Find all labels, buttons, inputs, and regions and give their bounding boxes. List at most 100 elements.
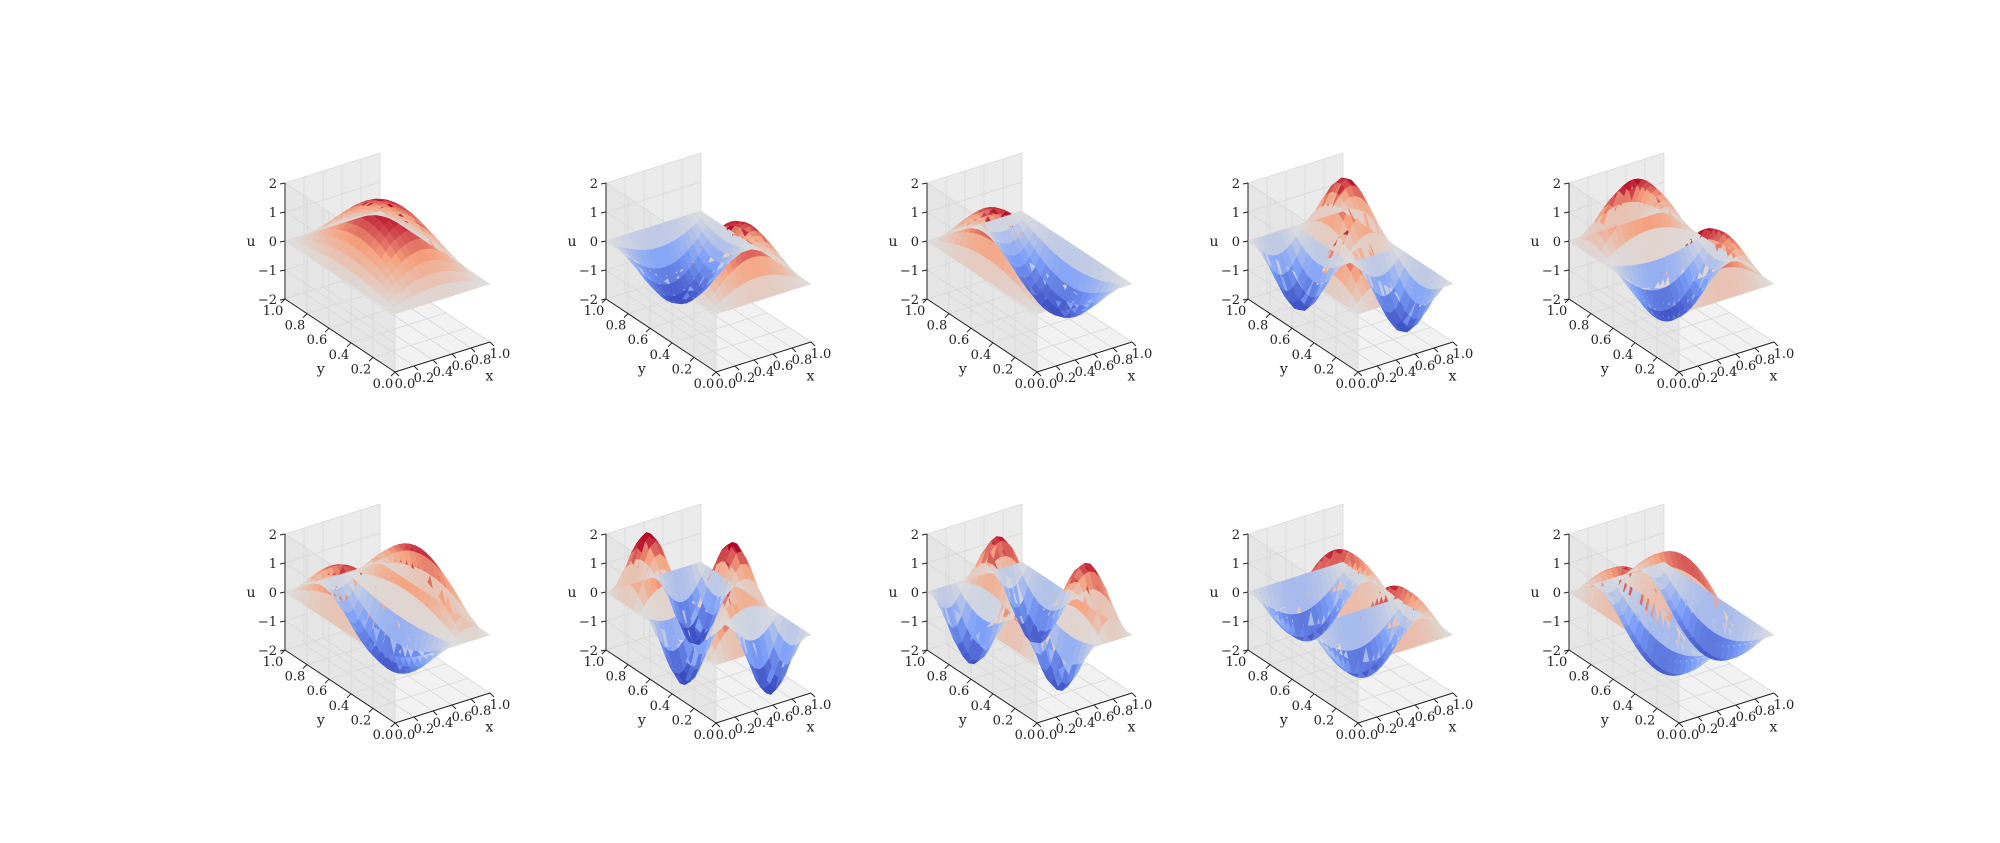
surface-plot: 0.00.20.40.60.81.00.00.20.40.60.81.0−2−1… [246, 503, 510, 743]
x-axis-label: x [806, 719, 814, 735]
y-axis-label: y [1600, 361, 1609, 377]
surface-plot: 0.00.20.40.60.81.00.00.20.40.60.81.0−2−1… [246, 152, 510, 392]
x-axis-label: x [1448, 368, 1456, 384]
y-axis-label: y [1600, 712, 1609, 728]
z-tick-mark [921, 269, 928, 272]
z-tick-mark [1563, 182, 1570, 185]
z-tick-label: 0 [269, 235, 277, 250]
x-tick-label: 0.4 [1717, 365, 1738, 380]
y-tick-mark [645, 327, 651, 333]
x-tick-label: 0.0 [1037, 728, 1058, 743]
grid-line [1568, 269, 1680, 344]
z-tick-mark [921, 591, 928, 594]
surface-facet [1442, 280, 1454, 288]
z-tick-label: 1 [911, 206, 919, 221]
grid-line [624, 292, 736, 367]
x-tick-mark [413, 716, 419, 722]
grid-line [1335, 678, 1432, 709]
z-tick-mark [1563, 269, 1570, 272]
grid-line [605, 181, 702, 213]
y-tick-mark [1032, 371, 1038, 377]
x-tick-label: 0.8 [1434, 704, 1455, 719]
y-tick-mark [346, 342, 352, 348]
surface-panel: 0.0 0.2 0.4 0.6 0.8 1.0 0.0 0.2 0.4 0.6 0.8 1.0 −2 −1… [837, 92, 1237, 492]
x-axis-label: x [485, 368, 493, 384]
z-tick-label: 2 [911, 528, 919, 543]
x-tick-label: 0.8 [1755, 353, 1776, 368]
z-tick-label: 2 [1232, 528, 1240, 543]
y-tick-mark [1586, 664, 1592, 669]
y-axis-line [284, 649, 396, 724]
grid-line [643, 286, 755, 361]
surface-panel: 0.0 0.2 0.4 0.6 0.8 1.0 0.0 0.2 0.4 0.6 0.8 1.0 −2 −1… [837, 443, 1237, 843]
z-tick-label: 1 [1232, 206, 1240, 221]
x-tick-mark [1678, 371, 1684, 377]
x-tick-label: 0.2 [1377, 722, 1398, 737]
x-tick-mark [715, 722, 721, 728]
grid-line [1568, 152, 1665, 184]
surface-panel: 0.0 0.2 0.4 0.6 0.8 1.0 0.0 0.2 0.4 0.6 0.8 1.0 −2 −1… [1479, 92, 1879, 492]
z-tick-label: −2 [1542, 644, 1561, 659]
z-tick-label: 1 [1553, 557, 1561, 572]
y-tick-mark [1287, 327, 1293, 333]
z-tick-mark [1242, 620, 1249, 623]
z-tick-mark [279, 591, 286, 594]
x-tick-mark [1754, 347, 1760, 353]
y-tick-label: 0.0 [1015, 377, 1036, 392]
z-tick-mark [600, 649, 607, 652]
grid-line [341, 280, 453, 355]
grid-line [983, 280, 1095, 355]
x-tick-mark [1716, 359, 1722, 365]
y-tick-label: 0.4 [650, 699, 671, 714]
surface-plot: 0.00.20.40.60.81.00.00.20.40.60.81.0−2−1… [567, 503, 831, 743]
z-tick-label: 2 [590, 528, 598, 543]
x-tick-label: 1.0 [1132, 698, 1153, 713]
x-tick-label: 0.2 [414, 722, 435, 737]
x-tick-label: 0.0 [716, 377, 737, 392]
y-tick-label: 0.4 [650, 348, 671, 363]
grid-line [1247, 152, 1344, 184]
z-tick-mark [1242, 649, 1249, 652]
surface-plot: 0.00.20.40.60.81.00.00.20.40.60.81.0−2−1… [567, 152, 831, 392]
x-tick-mark [715, 371, 721, 377]
x-tick-label: 0.8 [471, 353, 492, 368]
surface-facet [1442, 627, 1454, 637]
x-tick-label: 0.2 [1377, 371, 1398, 386]
surface-panel: 0.0 0.2 0.4 0.6 0.8 1.0 0.0 0.2 0.4 0.6 0.8 1.0 −2 −1… [195, 443, 595, 843]
x-tick-mark [734, 365, 740, 371]
y-tick-mark [302, 664, 308, 669]
grid-line [1247, 181, 1344, 213]
x-tick-label: 0.6 [1415, 710, 1436, 725]
x-tick-mark [1376, 365, 1382, 371]
z-tick-label: −1 [900, 264, 919, 279]
z-tick-mark [1242, 298, 1249, 301]
y-tick-label: 0.2 [672, 713, 693, 728]
y-tick-label: 1.0 [905, 304, 926, 319]
x-tick-label: 0.0 [1679, 728, 1700, 743]
x-tick-mark [1036, 722, 1042, 728]
grid-line [1247, 620, 1359, 695]
x-tick-label: 0.6 [1736, 710, 1757, 725]
y-tick-mark [1674, 371, 1680, 377]
z-tick-label: 1 [1553, 206, 1561, 221]
z-tick-mark [1242, 269, 1249, 272]
x-tick-mark [394, 371, 400, 377]
y-tick-mark [1010, 357, 1016, 362]
x-tick-label: 0.6 [1736, 359, 1757, 374]
x-tick-mark [1754, 698, 1760, 704]
x-axis-label: x [485, 719, 493, 735]
y-tick-label: 0.8 [927, 319, 948, 334]
surface-mesh [1247, 177, 1454, 333]
y-tick-mark [711, 371, 717, 377]
x-tick-mark [1773, 341, 1779, 347]
surface-facet [1121, 624, 1133, 637]
y-axis-line [1568, 649, 1680, 724]
z-tick-mark [1563, 240, 1570, 243]
y-tick-label: 1.0 [263, 304, 284, 319]
y-tick-mark [1265, 313, 1271, 318]
x-tick-mark [1452, 341, 1458, 347]
y-tick-mark [1287, 678, 1293, 684]
z-tick-label: 2 [269, 177, 277, 192]
z-tick-label: −1 [258, 615, 277, 630]
y-axis-line [605, 298, 717, 373]
